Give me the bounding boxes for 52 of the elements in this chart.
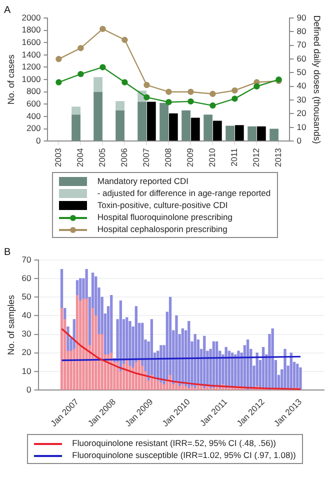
y-axis-title: No. of cases <box>6 54 16 105</box>
y-tick-label: 400 <box>26 110 41 121</box>
y-tick-label: 40 <box>22 310 32 320</box>
x-tick-label: 2007 <box>141 148 152 168</box>
y-tick-label: 20 <box>22 347 32 358</box>
y2-tick-label: 90 <box>296 12 306 22</box>
chart-title: A <box>4 4 11 16</box>
y-tick-label: 1600 <box>22 36 41 47</box>
y-tick-label: 30 <box>22 328 32 339</box>
y2-tick-label: 30 <box>296 94 306 104</box>
x-tick-label: 2006 <box>119 148 130 168</box>
y2-tick-label: 80 <box>296 26 306 36</box>
y-tick-label: 0 <box>36 135 41 146</box>
legend-label: Fluoroquinolone resistant (IRR=.52, 95% CI (.48, .56)) <box>72 438 276 448</box>
legend-label: Fluoroquinolone susceptible (IRR=1.02, 95% CI (.97, 1.08)) <box>72 450 296 460</box>
x-tick-label: 2013 <box>273 148 284 168</box>
legend-label: Toxin-positive, culture-positive CDI <box>97 200 228 210</box>
y2-tick-label: 40 <box>296 80 306 91</box>
legend-label: Hospital fluoroquinolone prescribing <box>97 212 232 222</box>
legend-label: Hospital cephalosporin prescribing <box>97 224 228 234</box>
y-tick-label: 800 <box>26 86 41 96</box>
legend-label: Mandatory reported CDI <box>97 176 189 186</box>
y-tick-label: 60 <box>22 272 32 283</box>
y-tick-label: 1000 <box>22 74 41 84</box>
legend-label: - adjusted for difference in age-range reported <box>97 188 271 198</box>
x-tick-label: 2004 <box>75 148 86 168</box>
y-tick-label: 1400 <box>22 49 41 60</box>
y-tick-label: 50 <box>22 292 32 302</box>
y-tick-label: 10 <box>22 366 32 376</box>
y2-tick-label: 0 <box>296 135 302 146</box>
y2-tick-label: 60 <box>296 53 306 64</box>
x-tick-label: 2011 <box>229 148 240 166</box>
y2-tick-label: 10 <box>296 122 306 132</box>
y-tick-label: 1200 <box>22 62 41 72</box>
x-tick-label: 2003 <box>53 148 64 168</box>
y-tick-label: 0 <box>26 384 32 394</box>
y-tick-label: 70 <box>22 254 32 264</box>
y2-tick-label: 70 <box>296 40 306 50</box>
y-tick-label: 200 <box>26 123 41 134</box>
y-axis-title: No. of samples <box>6 294 16 356</box>
chart-title: B <box>4 246 11 258</box>
y-tick-label: 600 <box>26 98 41 109</box>
x-tick-label: 2012 <box>251 148 262 168</box>
y-tick-label: 2000 <box>22 12 41 22</box>
y-tick-label: 1800 <box>22 24 41 35</box>
y2-tick-label: 20 <box>296 108 306 118</box>
x-tick-label: 2005 <box>97 148 108 168</box>
y2-tick-label: 50 <box>296 67 306 78</box>
x-tick-label: 2008 <box>163 148 174 168</box>
y2-axis-title: Defined daily doses (thousands) <box>312 15 322 144</box>
x-tick-label: 2010 <box>207 148 218 168</box>
x-tick-label: 2009 <box>185 148 196 168</box>
